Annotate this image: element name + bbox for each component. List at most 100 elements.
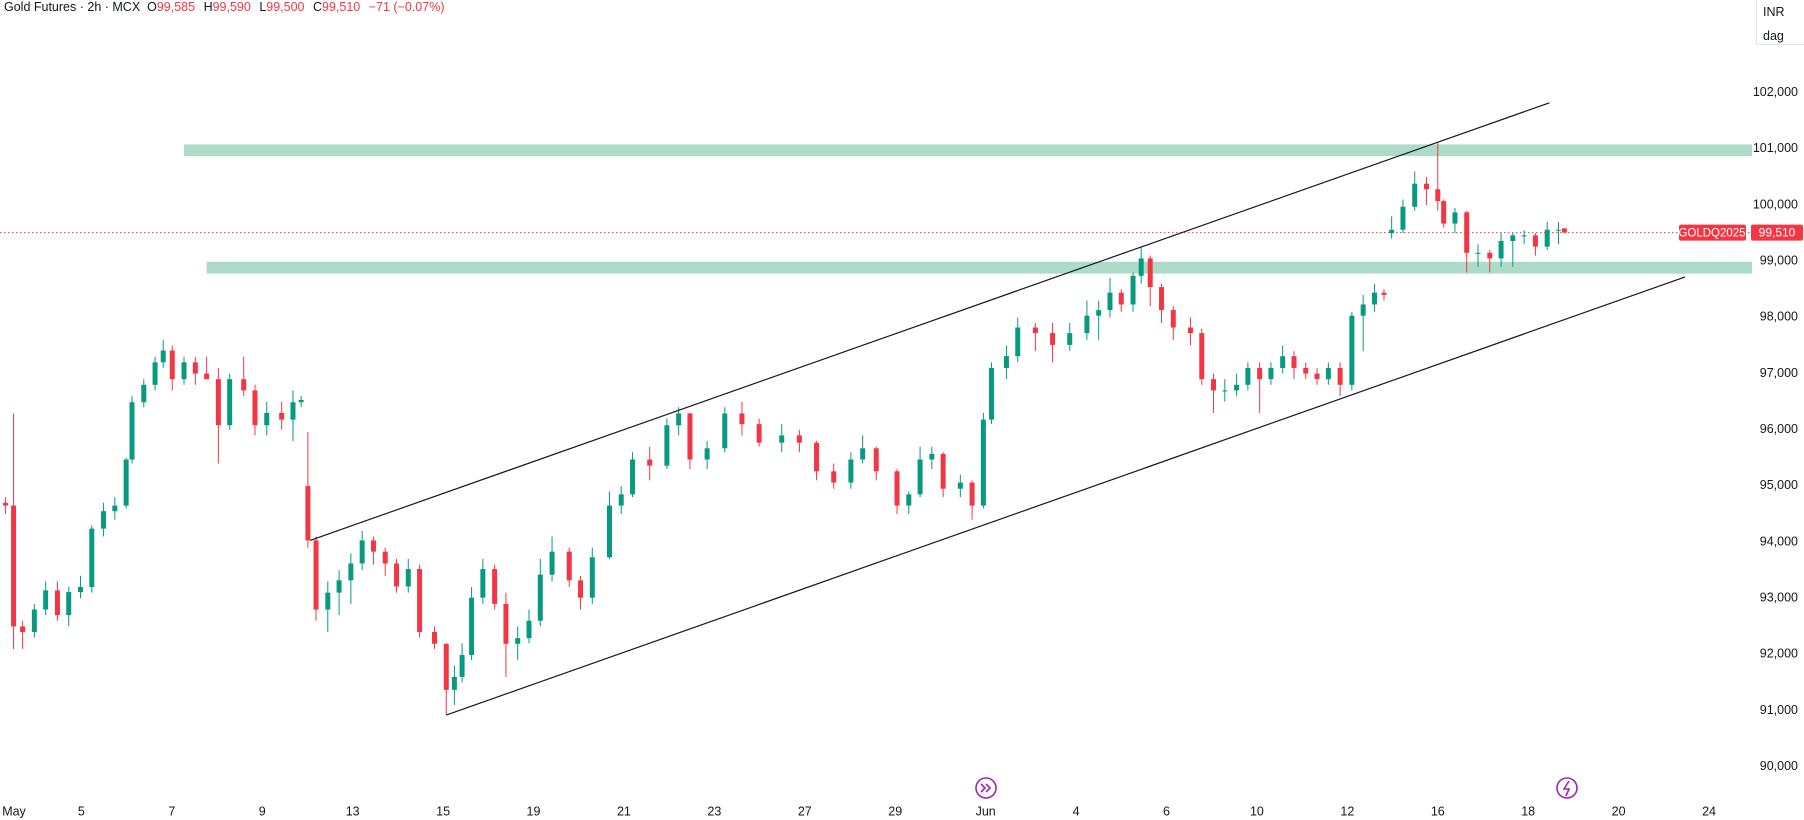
candle-body: [336, 580, 342, 593]
candle-body: [704, 448, 710, 460]
ohlc-key: C: [312, 0, 323, 14]
candle-body: [459, 655, 465, 677]
candle-body: [152, 362, 158, 385]
candle-body: [181, 362, 187, 380]
candle-body: [940, 453, 946, 489]
candle-body: [606, 505, 612, 558]
candle-body: [469, 597, 475, 656]
candle-body: [443, 643, 449, 690]
candle-body: [1303, 367, 1309, 374]
symbol-title: Gold Futures · 2h · MCX: [4, 0, 141, 14]
candle-body: [1360, 304, 1366, 316]
candle-body: [1187, 327, 1193, 334]
x-tick-label: 9: [259, 804, 266, 818]
event-icon-glyph: [1562, 780, 1571, 797]
y-tick-label: 97,000: [1760, 366, 1798, 380]
candle-body: [1280, 356, 1286, 368]
candle-body: [348, 563, 354, 581]
unit: dag: [1763, 29, 1784, 43]
ohlc-value: 99,500: [266, 0, 305, 14]
candle-body: [451, 676, 457, 690]
candle-body: [20, 626, 26, 632]
y-tick-label: 90,000: [1760, 759, 1798, 773]
candle-body: [894, 471, 900, 506]
candle-body: [1389, 229, 1395, 234]
x-tick-label: 19: [527, 804, 541, 818]
candle-body: [325, 592, 331, 610]
candle-body: [860, 448, 866, 460]
y-tick-label: 93,000: [1760, 591, 1798, 605]
candle-body: [1118, 292, 1124, 305]
candle-body: [756, 424, 762, 443]
candle-body: [1521, 235, 1527, 237]
candle-body: [298, 399, 304, 403]
candle-body: [241, 379, 247, 391]
candle-body: [1412, 183, 1418, 207]
y-tick-label: 92,000: [1760, 647, 1798, 661]
candle-body: [101, 511, 107, 529]
candle-body: [1475, 252, 1481, 254]
candle-body: [141, 384, 147, 403]
candle-body: [370, 540, 376, 552]
candle-body: [779, 435, 785, 443]
candle-body: [630, 459, 636, 495]
x-tick-label: 5: [78, 804, 85, 818]
candle-body: [537, 574, 543, 621]
event-icon[interactable]: [1556, 777, 1578, 799]
candle-body: [722, 413, 728, 449]
candle-body: [290, 402, 296, 420]
candle-body: [1544, 229, 1550, 247]
candle-body: [589, 557, 595, 598]
candle-body: [1268, 367, 1274, 380]
y-tick-label: 94,000: [1760, 534, 1798, 548]
x-tick-label: 29: [888, 804, 902, 818]
x-tick-label: 21: [617, 804, 631, 818]
ohlc-key: O: [147, 0, 157, 14]
candle-body: [1211, 379, 1217, 391]
candle-body: [227, 379, 233, 426]
candle-body: [1435, 189, 1441, 202]
candle-body: [503, 603, 509, 644]
candle-body: [359, 540, 365, 564]
candle-body: [969, 482, 975, 506]
candle-body: [54, 590, 60, 616]
x-tick-label: 15: [436, 804, 450, 818]
x-tick-label: May: [2, 804, 26, 818]
x-tick-label: 16: [1431, 804, 1445, 818]
currency-box[interactable]: INR dag: [1756, 0, 1804, 45]
candle-body: [305, 485, 311, 541]
x-tick-label: 6: [1163, 804, 1170, 818]
candle-body: [1314, 373, 1320, 380]
candle-body: [1107, 292, 1113, 311]
trendline: [309, 102, 1550, 541]
candle-body: [382, 551, 388, 564]
x-tick-label: 20: [1612, 804, 1626, 818]
x-tick-label: 24: [1702, 804, 1716, 818]
x-tick-label: 13: [346, 804, 360, 818]
candle-body: [11, 505, 17, 627]
candle-body: [1381, 292, 1387, 295]
x-tick-label: 10: [1250, 804, 1264, 818]
candle-body: [1487, 252, 1493, 259]
candle-body: [739, 413, 745, 425]
event-icon[interactable]: [975, 777, 997, 799]
candle-body: [1003, 356, 1009, 368]
candle-body: [566, 551, 572, 581]
candle-body: [1067, 333, 1073, 345]
candle-body: [66, 592, 72, 616]
candle-body: [549, 551, 555, 575]
candle-body: [1257, 367, 1263, 380]
candle-body: [215, 379, 221, 426]
x-tick-label: 27: [798, 804, 812, 818]
candle-body: [1532, 235, 1538, 247]
y-tick-label: 95,000: [1760, 478, 1798, 492]
ohlc-key: H: [203, 0, 213, 14]
y-tick-label: 98,000: [1760, 310, 1798, 324]
ohlc-key: L: [259, 0, 267, 14]
candle-body: [43, 590, 49, 610]
candle-body: [957, 482, 963, 489]
candle-body: [618, 494, 624, 506]
candle-body: [814, 442, 820, 472]
candle-body: [929, 453, 935, 460]
